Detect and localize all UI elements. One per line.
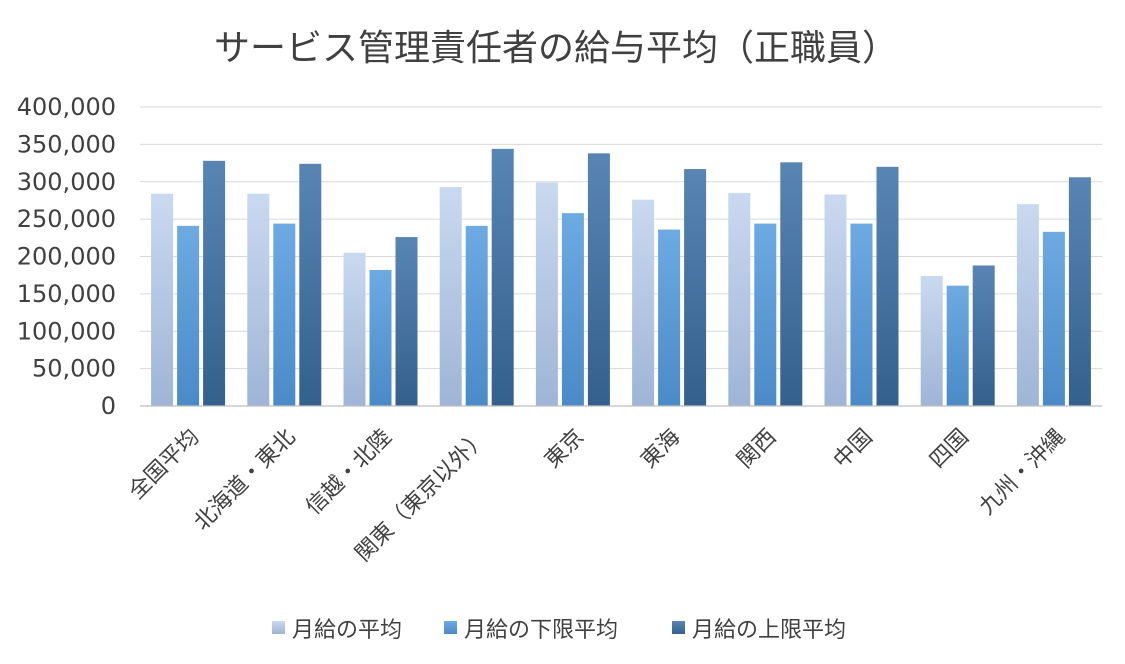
legend-label: 月給の上限平均 xyxy=(692,618,846,643)
bar xyxy=(561,213,584,406)
bar xyxy=(972,265,995,406)
y-tick-label: 350,000 xyxy=(17,130,116,158)
y-tick-label: 300,000 xyxy=(17,168,116,196)
bar xyxy=(587,153,610,406)
bar xyxy=(1042,231,1065,406)
bars xyxy=(151,148,1091,407)
x-tick-label: 全国平均 xyxy=(124,425,204,505)
y-tick-label: 0 xyxy=(101,392,116,420)
bar xyxy=(1016,204,1039,406)
bar xyxy=(780,162,803,406)
x-tick-label: 四国 xyxy=(925,425,974,474)
x-tick-label: 関西 xyxy=(733,425,782,474)
y-tick-label: 200,000 xyxy=(17,243,116,271)
x-tick-label: 中国 xyxy=(829,425,878,474)
bar xyxy=(728,192,751,406)
bar xyxy=(684,169,707,406)
y-tick-label: 250,000 xyxy=(17,205,116,233)
y-tick-label: 100,000 xyxy=(17,317,116,345)
legend-swatch xyxy=(672,621,685,634)
bar xyxy=(395,237,418,406)
x-tick-label: 九州・沖縄 xyxy=(975,425,1070,520)
legend-item: 月給の上限平均 xyxy=(672,618,846,643)
bar xyxy=(850,223,873,406)
y-tick-label: 50,000 xyxy=(32,355,116,383)
bar xyxy=(920,275,943,406)
bar xyxy=(439,186,462,406)
legend-item: 月給の平均 xyxy=(272,618,402,643)
bar xyxy=(824,194,847,406)
bar xyxy=(369,269,392,406)
bar xyxy=(632,199,655,406)
y-tick-label: 150,000 xyxy=(17,280,116,308)
bar xyxy=(1068,177,1091,406)
legend-label: 月給の平均 xyxy=(292,618,402,643)
y-tick-label: 400,000 xyxy=(17,93,116,121)
bar xyxy=(203,160,226,406)
chart-title: サービス管理責任者の給与平均（正職員） xyxy=(214,28,898,69)
x-tick-label: 東海 xyxy=(637,425,686,474)
bar xyxy=(491,148,514,407)
bar xyxy=(658,229,681,406)
x-tick-label: 北海道・東北 xyxy=(190,425,301,536)
bar xyxy=(876,166,899,406)
legend: 月給の平均 月給の下限平均 月給の上限平均 xyxy=(272,618,846,643)
bar xyxy=(299,163,322,406)
bar xyxy=(247,193,270,406)
legend-swatch xyxy=(272,621,285,634)
bar xyxy=(273,223,296,406)
legend-swatch xyxy=(444,621,457,634)
bar xyxy=(946,285,969,406)
x-tick-label: 東京 xyxy=(540,425,589,474)
bar xyxy=(177,225,200,406)
bar xyxy=(151,193,174,406)
bar xyxy=(754,223,777,406)
bar xyxy=(535,182,558,406)
bar xyxy=(465,225,488,406)
legend-item: 月給の下限平均 xyxy=(444,618,618,643)
y-axis-tick-labels: 0 50,000 100,000 150,000 200,000 250,000 300,0… xyxy=(17,93,116,420)
bar xyxy=(343,252,366,406)
x-tick-label: 信越・北陸 xyxy=(301,425,396,520)
legend-label: 月給の下限平均 xyxy=(464,618,618,643)
